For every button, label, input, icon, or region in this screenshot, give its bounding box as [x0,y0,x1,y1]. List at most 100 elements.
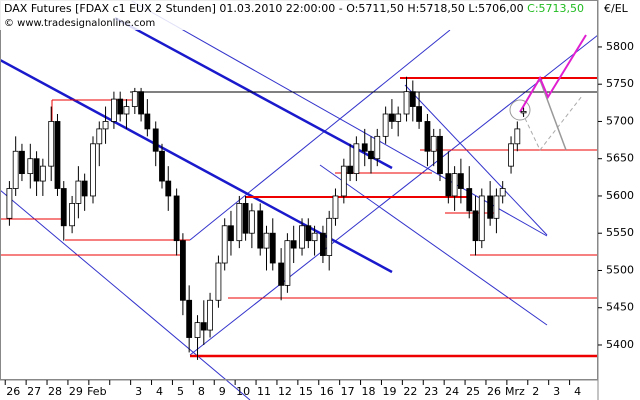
x-tick-label: 5 [177,385,184,398]
y-tick-label: 5800 [606,40,634,53]
candle-body [416,106,422,122]
x-tick-label: 10 [236,385,250,398]
candle-body [305,225,312,242]
candle-body [48,121,55,167]
trend-line [404,84,548,236]
candle-body [117,98,124,115]
candle-body [194,322,201,338]
candle-body [478,195,485,242]
candle-body [326,217,333,256]
y-tick-label: 5750 [606,77,634,90]
candle-body [284,240,291,286]
candle-body [173,195,180,242]
x-tick-label: 18 [362,385,376,398]
candle-body [389,113,395,122]
candle-body [430,135,437,152]
x-tick-label: 25 [466,385,480,398]
y-tick-label: 5500 [606,263,634,276]
candle-body [493,195,500,219]
trend-line [129,0,548,237]
x-tick-label: 23 [424,385,438,398]
x-tick-label: Mrz [505,385,525,398]
candle-body [242,203,249,234]
candle-body [131,91,138,107]
x-tick-label: 16 [320,385,334,398]
header-backdrop [0,0,500,30]
candle-body [332,195,339,219]
candle-body [27,158,34,175]
candle-body [472,210,479,242]
x-tick-label: 24 [445,385,459,398]
candle-body [159,150,165,182]
candle-body [33,158,40,182]
candle-body [96,128,103,145]
y-tick-label: 5550 [606,226,634,239]
candle-body [353,143,360,175]
candle-body [90,143,96,197]
unit-label: €/EL [604,2,629,15]
candle-body [102,121,109,130]
candle-body [111,98,117,122]
candle-body [138,91,144,115]
candle-body [403,91,410,115]
trend-line-bold [114,16,393,170]
x-tick-label: Feb [87,385,106,398]
candle-body [179,240,186,301]
x-tick-label: 26 [487,385,501,398]
candle-body [290,240,297,249]
candle-body [263,232,270,249]
x-tick-label: 27 [27,385,41,398]
candle-body [6,188,13,219]
candle-body [445,173,452,197]
x-tick-label: 11 [257,385,271,398]
candle-body [221,225,228,264]
copyright: © www.tradesignalonline.com [4,18,155,29]
x-tick-label: 19 [382,385,396,398]
candle-body [382,113,389,137]
candle-body [152,128,159,152]
candle-body [499,188,506,197]
x-tick-label: 8 [198,385,205,398]
candle-body [409,91,416,107]
candle-body [299,225,305,249]
candle-body [186,299,193,338]
candle-body [374,135,381,160]
candle-body [144,113,151,130]
candle-body [54,121,61,189]
x-tick-label: 29 [69,385,83,398]
x-tick-label: 26 [6,385,20,398]
candle-body [200,322,207,331]
candle-body [165,180,172,197]
trend-line [189,34,599,356]
trend-line [189,29,451,241]
candle-body [340,165,347,197]
candle-body [207,299,213,331]
x-tick-label: 2 [532,385,539,398]
x-tick-label: 22 [403,385,417,398]
header-title-text: DAX Futures [FDAX c1 EUX 2 Stunden] 01.0… [4,2,524,15]
candle-body [395,113,402,122]
x-tick-label: 12 [278,385,292,398]
candle-body [81,180,88,197]
candle-body [451,173,458,197]
candle-body [457,173,464,189]
highlight-circle [509,99,531,121]
candle-body [466,188,473,212]
candle-body [368,150,374,160]
x-tick-label: 4 [574,385,581,398]
candle-body [437,135,443,175]
candle-body [215,262,222,301]
candle-body [487,195,494,219]
candle-body [123,106,130,115]
candle-body [278,262,285,286]
y-tick-label: 5600 [606,189,634,202]
candles [6,76,527,360]
x-tick-label: 3 [553,385,560,398]
y-tick-label: 5450 [606,301,634,314]
candle-body [508,143,514,167]
candle-body [320,232,326,256]
projection-pink [519,34,587,113]
candle-body [228,225,234,242]
trend-line [0,189,251,400]
